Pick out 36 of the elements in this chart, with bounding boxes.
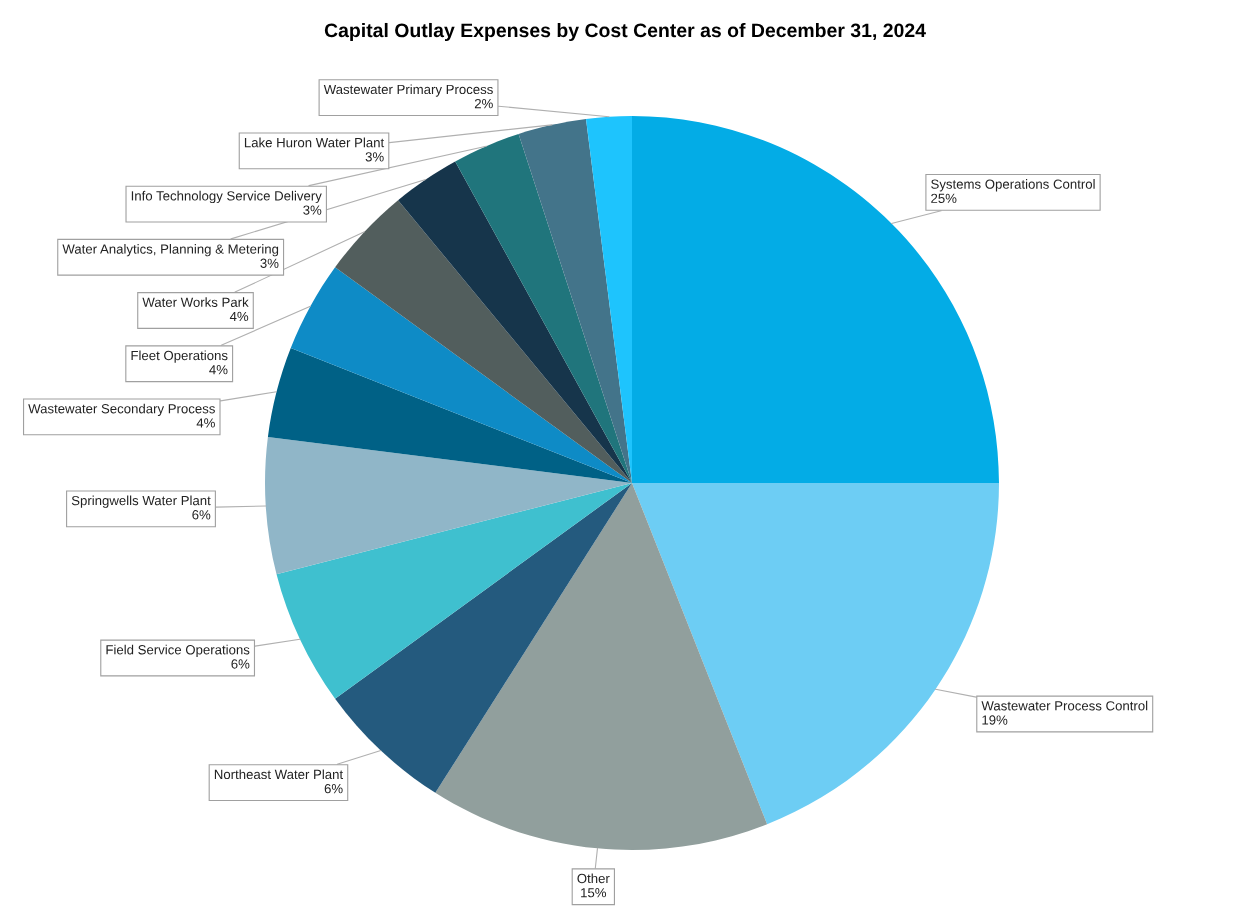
slice-label: Systems Operations Control bbox=[931, 179, 1095, 192]
data-label: 25% bbox=[931, 193, 957, 203]
data-label: 3% bbox=[260, 258, 279, 268]
pie-slice bbox=[455, 133, 632, 483]
data-label: 6% bbox=[192, 510, 211, 520]
data-label: 3% bbox=[303, 205, 322, 215]
pie-slice bbox=[518, 118, 632, 483]
slice-label: Water Analytics, Planning & Metering bbox=[62, 244, 279, 257]
data-label: 3% bbox=[365, 152, 384, 162]
data-label: 6% bbox=[324, 783, 343, 794]
slice-label: Wastewater Primary Process bbox=[323, 84, 493, 97]
pie-slice bbox=[398, 161, 632, 483]
data-label: 15% bbox=[581, 888, 607, 898]
slice-label: Springwells Water Plant bbox=[71, 495, 211, 508]
pie-slice bbox=[265, 437, 632, 575]
chart-title: Capital Outlay Expenses by Cost Center as of December 31, 2024 bbox=[324, 22, 926, 42]
slice-label: Water Works Park bbox=[142, 297, 249, 307]
slice-label: Other bbox=[577, 873, 610, 884]
slice-label: Fleet Operations bbox=[131, 350, 228, 363]
slice-label: Wastewater Secondary Process bbox=[28, 403, 215, 416]
pie-slice bbox=[276, 483, 632, 699]
pie-slice bbox=[267, 347, 632, 483]
pie-slice bbox=[290, 267, 632, 483]
data-label: 6% bbox=[231, 659, 250, 669]
data-label: 4% bbox=[229, 311, 249, 322]
pie-slice bbox=[335, 200, 632, 483]
slice-label: Northeast Water Plant bbox=[214, 769, 344, 780]
slice-label: Field Service Operations bbox=[106, 644, 250, 658]
data-label: 4% bbox=[196, 418, 215, 428]
slice-label: Wastewater Process Control bbox=[981, 700, 1148, 711]
data-label: 4% bbox=[209, 365, 228, 375]
slice-label: Lake Huron Water Plant bbox=[244, 137, 385, 148]
data-label: 19% bbox=[982, 715, 1008, 725]
slice-label: Info Technology Service Delivery bbox=[131, 190, 322, 204]
data-label: 2% bbox=[474, 98, 493, 109]
pie-slice bbox=[435, 483, 768, 850]
